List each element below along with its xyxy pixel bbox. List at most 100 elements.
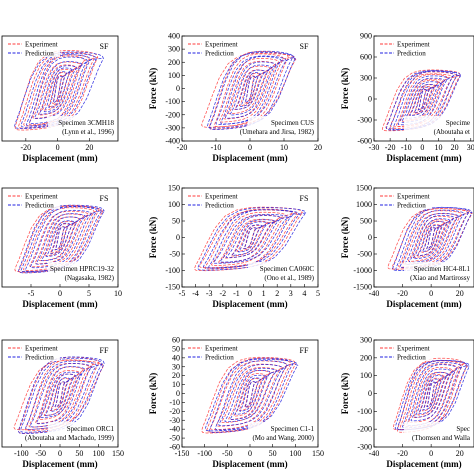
panel-tag: SF: [300, 42, 309, 51]
citation-label: (Aboutaha and Machado, 1999): [25, 434, 115, 442]
legend-label: Experiment: [25, 41, 58, 49]
y-tick-label: 20: [172, 371, 180, 380]
x-tick-label: 5: [316, 289, 320, 298]
y-tick-label: 0: [176, 84, 180, 93]
y-tick-label: 1500: [356, 184, 372, 193]
y-tick-label: -50: [169, 250, 180, 259]
x-tick-label: -20: [385, 143, 396, 152]
series-group: [193, 206, 307, 272]
y-tick-label: 0: [368, 233, 372, 242]
x-tick-label: 50: [75, 449, 83, 458]
legend-box: [378, 39, 432, 57]
x-tick-label: -20: [397, 289, 408, 298]
y-tick-label: -1500: [353, 283, 372, 292]
series-line-experiment: [381, 69, 461, 132]
x-tick-label: -2: [219, 289, 226, 298]
y-tick-label: -200: [165, 110, 180, 119]
specimen-label: Specimen HC4-8L1: [414, 265, 471, 273]
plot-frame: [373, 35, 474, 142]
y-tick-label: -200: [357, 425, 372, 434]
y-tick-label: 100: [360, 371, 372, 380]
y-tick-label: 150: [168, 184, 180, 193]
y-axis-label: Force (kN): [340, 217, 350, 259]
annotation-box: [248, 422, 314, 442]
x-tick-label: 10: [435, 143, 443, 152]
series-line-prediction: [14, 51, 104, 129]
series-line-experiment: [193, 206, 303, 272]
citation-label: (Nagasaka, 1982): [65, 274, 115, 282]
x-tick-label: 4: [302, 289, 306, 298]
x-tick-label: -40: [369, 449, 380, 458]
legend-box: [6, 39, 60, 57]
panel-tag: SF: [100, 42, 109, 51]
legend-label: Experiment: [397, 345, 430, 353]
y-tick-label: -20: [169, 407, 180, 416]
series-line-experiment: [201, 356, 297, 434]
chart-panel-6: -40 -20 0 20 -1500 -1000 -500 0 500 1000 1500 Displ…: [340, 184, 474, 309]
y-tick-label: 0: [176, 389, 180, 398]
specimen-label: Specimen ORC1: [67, 425, 115, 433]
citation-label: (Ono et al., 1989): [264, 274, 314, 282]
x-axis-label: Displacement (mm): [386, 299, 461, 309]
series-group: [13, 356, 105, 434]
series-group: [381, 69, 462, 132]
x-tick-label: 3: [289, 289, 293, 298]
y-tick-label: -100: [165, 266, 180, 275]
legend-label: Experiment: [397, 41, 430, 49]
y-tick-label: -300: [357, 116, 372, 125]
y-tick-label: 300: [168, 45, 180, 54]
chart-panel-8: -150 -100 -50 0 50 100 150-60-50-40-30-20-1001…: [148, 336, 324, 470]
citation-label: (Mo and Wang, 2000): [252, 434, 314, 442]
x-axis-label: Displacement (mm): [22, 153, 97, 163]
y-tick-label: -1000: [353, 266, 372, 275]
y-tick-label: -50: [169, 434, 180, 443]
specimen-label: Specimen CA060C: [260, 265, 315, 273]
legend-label: Experiment: [205, 345, 238, 353]
y-tick-label: -100: [165, 97, 180, 106]
x-tick-label: 10: [280, 143, 288, 152]
x-tick-label: 0: [429, 289, 433, 298]
series-line-prediction: [204, 357, 299, 433]
panel-tag: FS: [100, 194, 109, 203]
legend-label: Experiment: [25, 193, 58, 201]
legend-label: Prediction: [397, 202, 426, 210]
legend-label: Experiment: [397, 193, 430, 201]
y-tick-label: 0: [368, 389, 372, 398]
y-tick-label: 100: [168, 71, 180, 80]
series-line-experiment: [201, 51, 297, 130]
specimen-label: Specimen CUS: [271, 119, 314, 127]
x-axis-label: Displacement (mm): [212, 153, 287, 163]
x-tick-label: 20: [456, 449, 464, 458]
x-tick-label: -50: [222, 449, 233, 458]
legend-label: Prediction: [205, 202, 234, 210]
x-tick-label: -150: [175, 449, 190, 458]
y-tick-label: -300: [357, 443, 372, 452]
x-tick-label: 20: [456, 289, 464, 298]
x-tick-label: 0: [248, 449, 252, 458]
chart-panel-7: -100 -50 0 50 100 150 Displacement (mm) FF Exper…: [1, 339, 124, 469]
series-group: [387, 206, 473, 271]
x-tick-label: 0: [58, 289, 62, 298]
x-tick-label: 0: [248, 289, 252, 298]
x-tick-label: -20: [397, 449, 408, 458]
series-group: [201, 356, 299, 434]
y-axis-label: Force (kN): [148, 68, 158, 110]
annotation-box: [404, 262, 470, 282]
y-tick-label: -100: [357, 407, 372, 416]
series-line-prediction: [197, 207, 307, 271]
y-tick-label: 30: [172, 362, 180, 371]
y-tick-label: 500: [360, 217, 372, 226]
citation-label: (Lynn et al., 1996): [62, 128, 115, 136]
series-group: [392, 357, 470, 433]
x-axis-label: Displacement (mm): [22, 459, 97, 469]
annotation-box: [48, 422, 114, 442]
y-tick-label: 50: [172, 344, 180, 353]
specimen-label: Specimen 3CMH18: [58, 119, 114, 127]
x-axis-label: Displacement (mm): [22, 299, 97, 309]
x-tick-label: -100: [14, 449, 29, 458]
legend-label: Experiment: [205, 41, 238, 49]
y-tick-label: -300: [165, 123, 180, 132]
plot-frame: [1, 35, 119, 142]
legend-label: Prediction: [397, 50, 426, 58]
